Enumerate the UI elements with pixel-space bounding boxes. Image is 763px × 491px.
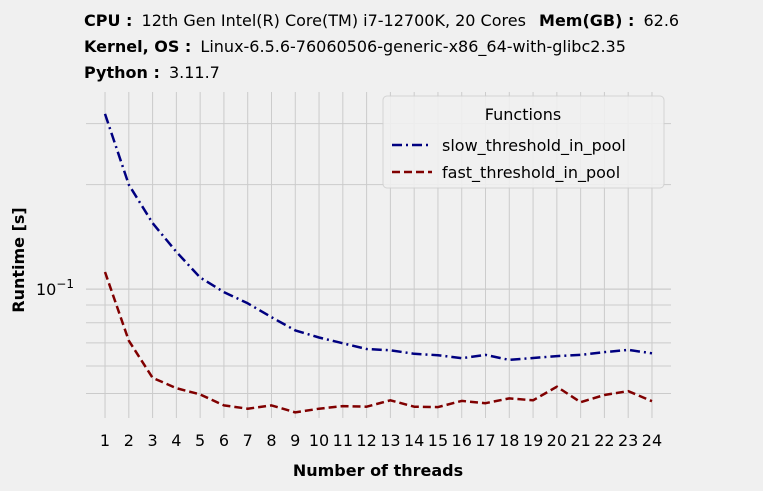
cpu-value: 12th Gen Intel(R) Core(TM) i7-12700K, 20… xyxy=(142,11,526,30)
x-tick-labels: 1 2 3 4 5 6 7 8 9 10 11 12 13 14 15 16 17 18 19 20 21 22 23 24 xyxy=(100,431,662,450)
mem-label: Mem(GB) : xyxy=(539,11,634,30)
grid xyxy=(86,92,671,418)
series-lines xyxy=(103,113,653,414)
x-tick-label: 20 xyxy=(547,431,567,450)
series-line-slow xyxy=(103,113,653,362)
mem-value: 62.6 xyxy=(643,11,679,30)
legend-label-fast: fast_threshold_in_pool xyxy=(442,163,620,183)
kernel-value: Linux-6.5.6-76060506-generic-x86_64-with… xyxy=(200,37,625,57)
x-tick-label: 8 xyxy=(266,431,276,450)
x-tick-label: 4 xyxy=(171,431,181,450)
x-tick-label: 19 xyxy=(523,431,543,450)
x-axis-title: Number of threads xyxy=(293,461,463,480)
x-tick-label: 21 xyxy=(570,431,590,450)
x-tick-label: 23 xyxy=(618,431,638,450)
x-tick-label: 17 xyxy=(475,431,495,450)
x-tick-label: 5 xyxy=(195,431,205,450)
header-line-python: Python : 3.11.7 xyxy=(84,63,220,82)
x-tick-label: 3 xyxy=(147,431,157,450)
header-line-kernel: Kernel, OS : Linux-6.5.6-76060506-generi… xyxy=(84,37,626,57)
header-line-cpu: CPU : 12th Gen Intel(R) Core(TM) i7-1270… xyxy=(84,11,679,30)
x-tick-label: 24 xyxy=(642,431,662,450)
python-label: Python : xyxy=(84,63,160,82)
x-tick-label: 22 xyxy=(594,431,614,450)
x-tick-label: 6 xyxy=(219,431,229,450)
cpu-label: CPU : xyxy=(84,11,132,30)
y-axis-title: Runtime [s] xyxy=(9,207,28,312)
legend-title: Functions xyxy=(485,105,561,124)
y-tick-labels: 10−1 xyxy=(36,277,74,299)
x-tick-label: 12 xyxy=(356,431,376,450)
x-tick-label: 2 xyxy=(124,431,134,450)
y-tick-label: 10−1 xyxy=(36,277,74,299)
x-tick-label: 7 xyxy=(243,431,253,450)
x-tick-label: 13 xyxy=(380,431,400,450)
x-tick-label: 9 xyxy=(290,431,300,450)
kernel-label: Kernel, OS : xyxy=(84,37,191,56)
x-tick-label: 1 xyxy=(100,431,110,450)
python-value: 3.11.7 xyxy=(169,63,220,82)
legend-label-slow: slow_threshold_in_pool xyxy=(442,136,626,156)
legend: Functions slow_threshold_in_pool fast_th… xyxy=(382,95,665,189)
x-tick-label: 10 xyxy=(309,431,329,450)
x-tick-label: 16 xyxy=(452,431,472,450)
x-tick-label: 18 xyxy=(499,431,519,450)
x-tick-label: 14 xyxy=(404,431,424,450)
series-line-fast xyxy=(103,271,653,414)
legend-box xyxy=(382,95,665,189)
x-tick-label: 15 xyxy=(428,431,448,450)
x-tick-label: 11 xyxy=(333,431,353,450)
